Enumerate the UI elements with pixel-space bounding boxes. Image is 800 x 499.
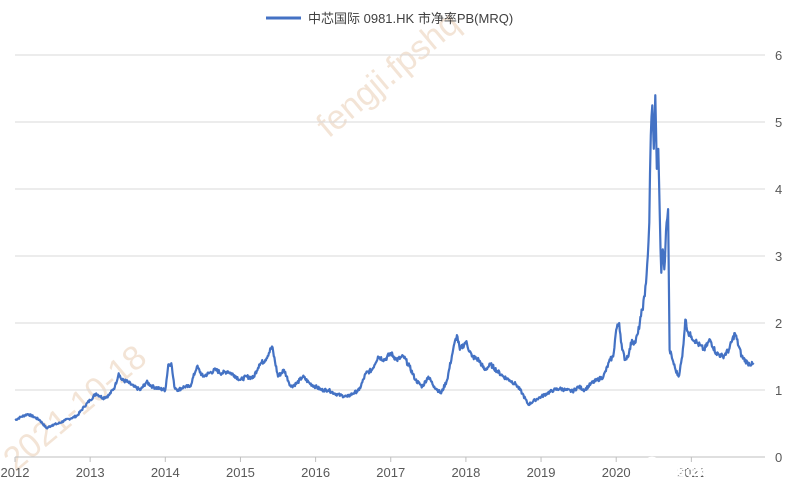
x-axis: 2012 2013 2014 2015 2016 2017 2018 2019 2020 2021	[1, 456, 765, 480]
x-tick-label: 2017	[376, 465, 405, 480]
y-tick-label: 1	[775, 383, 782, 398]
series-layer	[14, 94, 755, 430]
watermark-date: 2021-10-18	[0, 338, 154, 479]
legend-label: 中芯国际 0981.HK 市净率PB(MRQ)	[308, 11, 513, 26]
series-line	[14, 94, 755, 430]
y-tick-label: 0	[775, 450, 782, 465]
y-tick-label: 2	[775, 316, 782, 331]
x-tick-label: 2014	[151, 465, 180, 480]
brand-badge: 雪球: 董翔	[638, 456, 755, 484]
x-tick-label: 2012	[1, 465, 30, 480]
y-tick-label: 3	[775, 249, 782, 264]
brand-text: 雪球: 董翔	[670, 460, 755, 482]
watermark-layer: fengji.fpshq 2021-10-18	[0, 4, 467, 479]
legend: 中芯国际 0981.HK 市净率PB(MRQ)	[266, 11, 513, 26]
y-axis: 0 1 2 3 4 5 6	[775, 48, 782, 465]
x-tick-label: 2021	[677, 465, 706, 480]
x-tick-label: 2019	[527, 465, 556, 480]
x-tick-label: 2018	[451, 465, 480, 480]
y-tick-label: 5	[775, 115, 782, 130]
x-tick-label: 2013	[76, 465, 105, 480]
snowball-logo-icon	[638, 456, 666, 484]
y-tick-label: 4	[775, 182, 782, 197]
x-tick-label: 2016	[301, 465, 330, 480]
y-tick-label: 6	[775, 48, 782, 63]
x-tick-label: 2020	[602, 465, 631, 480]
x-tick-label: 2015	[226, 465, 255, 480]
